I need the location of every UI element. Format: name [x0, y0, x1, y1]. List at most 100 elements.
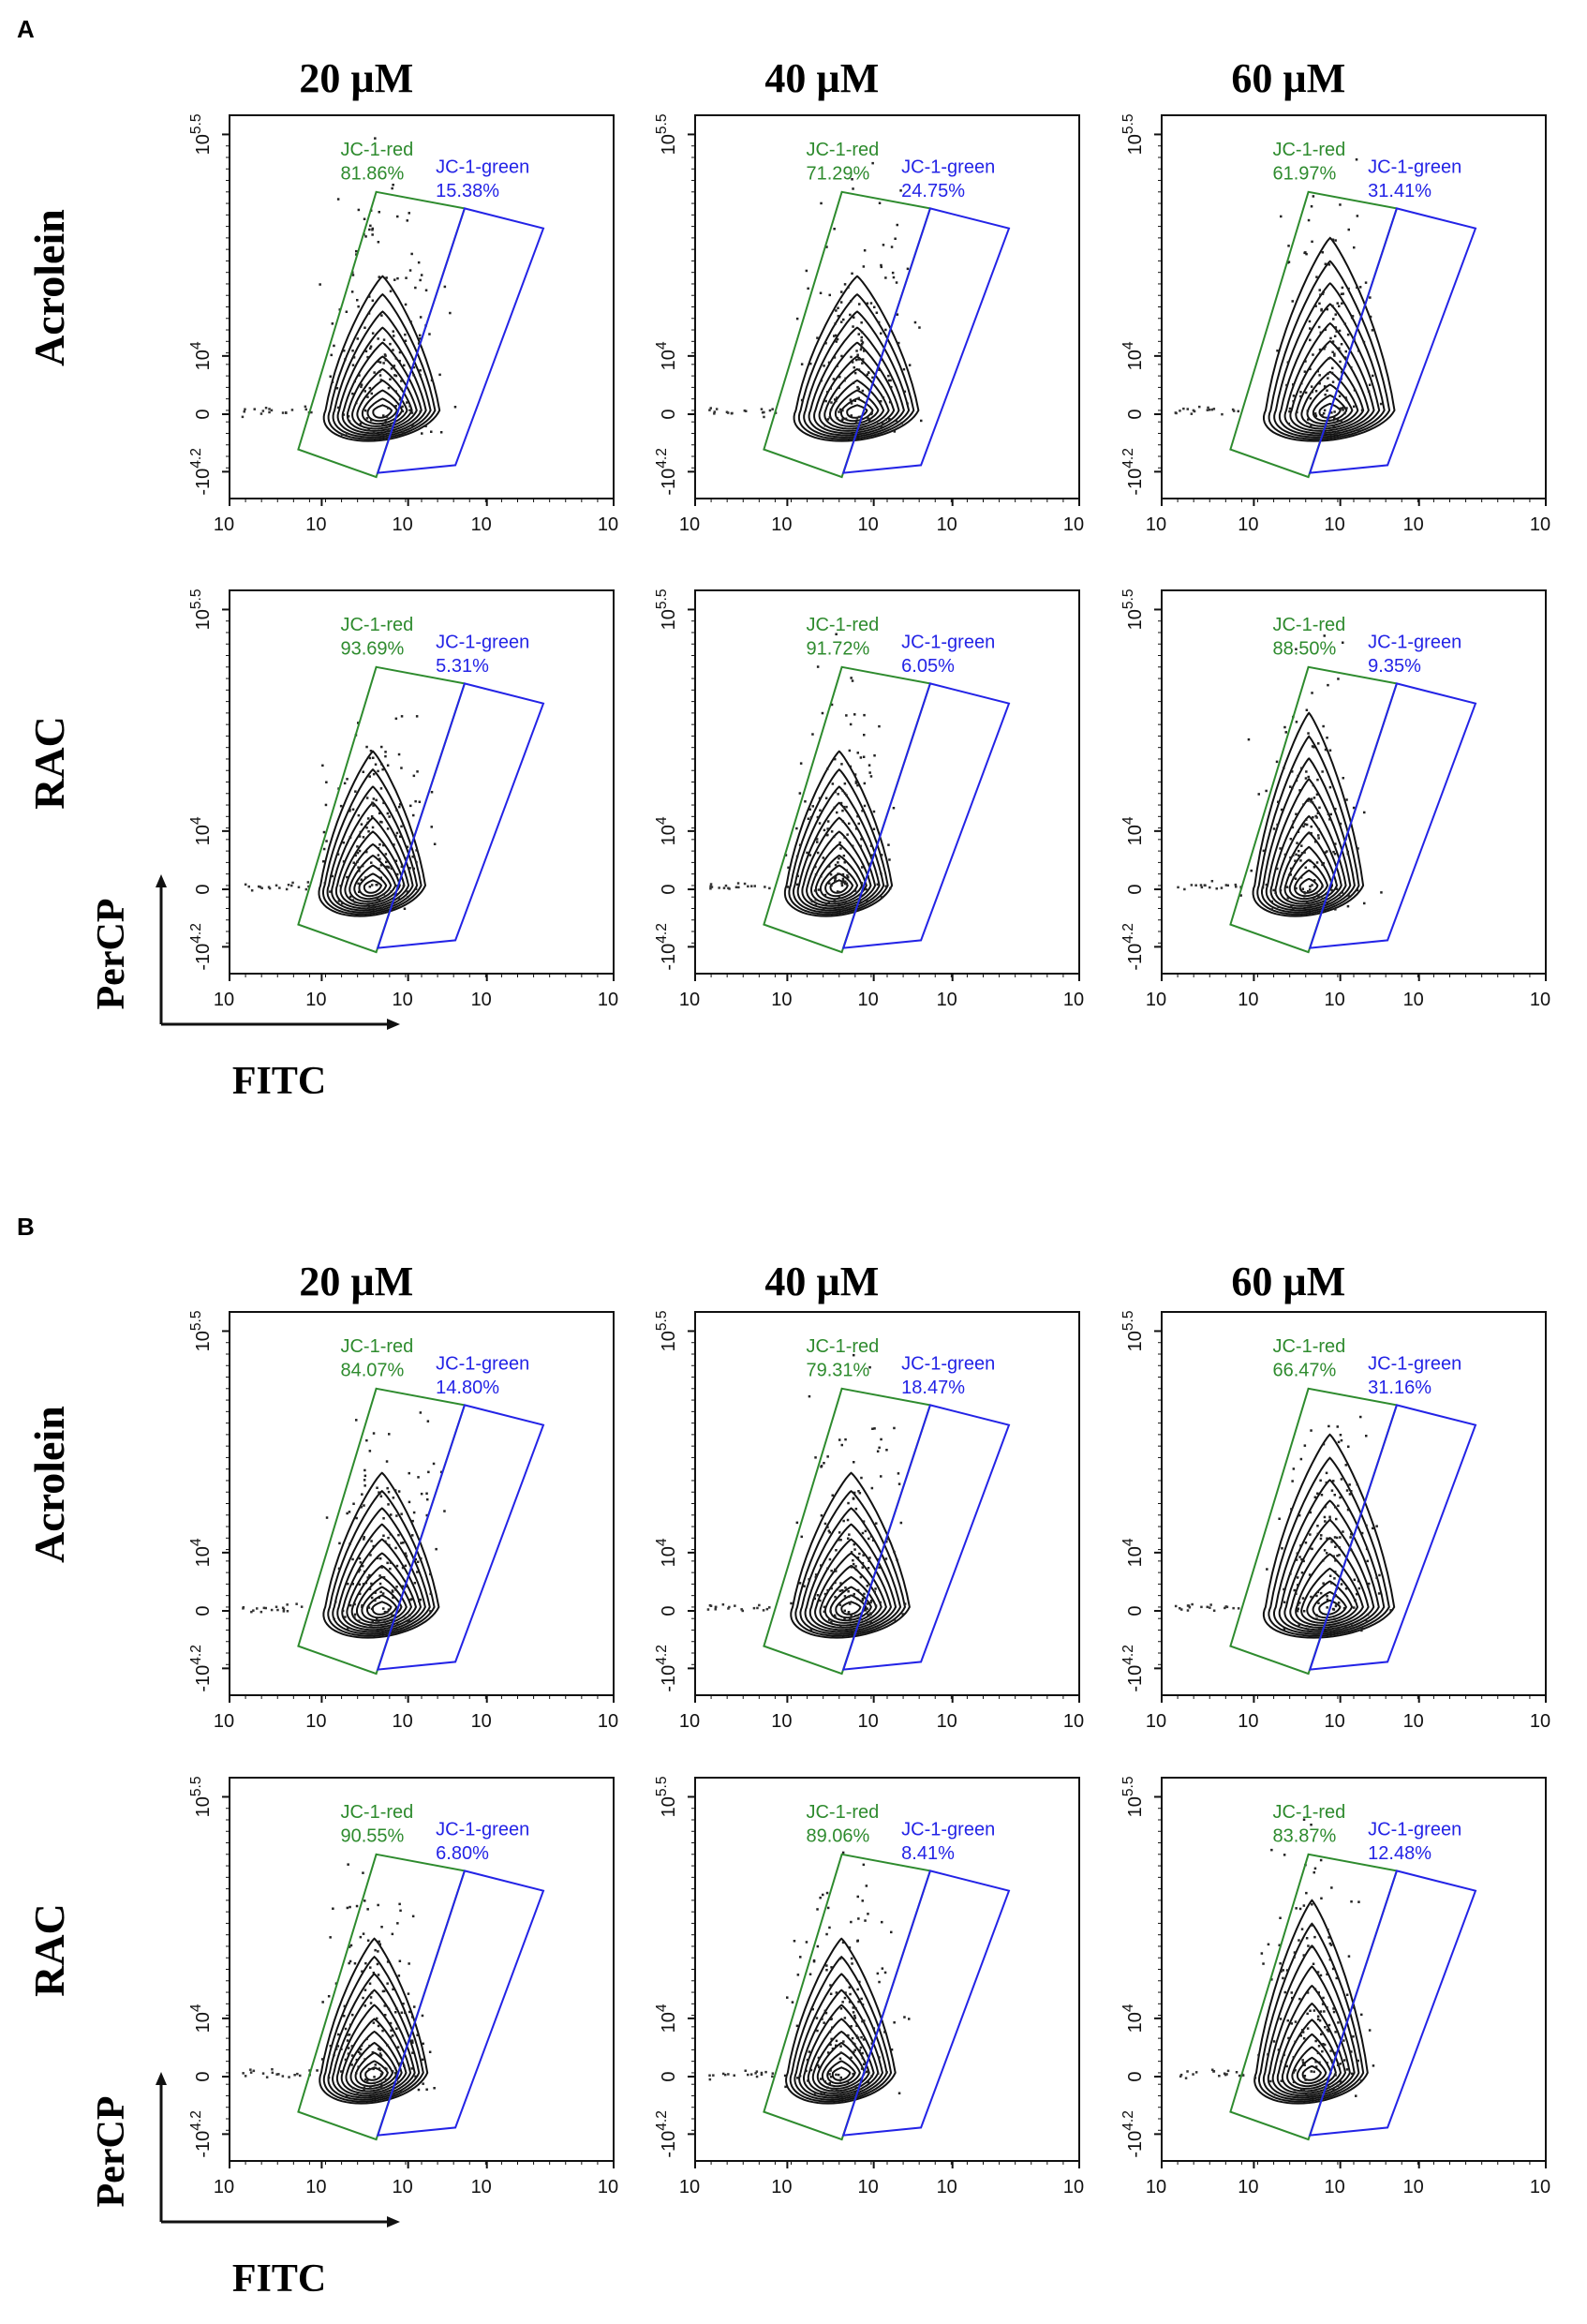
- event-dot: [388, 866, 391, 869]
- event-dot: [348, 420, 351, 423]
- event-dot: [1306, 2027, 1310, 2030]
- jc1-red-gate[interactable]: [1229, 1387, 1399, 1676]
- event-dot: [381, 423, 384, 425]
- jc1-green-gate[interactable]: [1308, 1870, 1477, 2137]
- event-dot: [393, 1489, 397, 1492]
- event-dot: [820, 1564, 823, 1567]
- event-dot: [1339, 1434, 1342, 1437]
- event-dot: [339, 885, 342, 887]
- event-dot: [1345, 1489, 1349, 1492]
- event-dot: [325, 1516, 329, 1519]
- event-dot: [856, 353, 859, 356]
- jc1-green-gate[interactable]: [1308, 207, 1477, 474]
- event-dot: [377, 1974, 380, 1976]
- y-tick-label-base: -10: [193, 2131, 214, 2158]
- jc1-red-gate[interactable]: [763, 665, 932, 954]
- event-dot: [1198, 405, 1201, 409]
- event-dot: [1319, 432, 1322, 436]
- jc1-red-gate[interactable]: [297, 1387, 467, 1676]
- event-dot: [1203, 884, 1207, 886]
- event-dot: [353, 1616, 356, 1618]
- event-dot: [337, 2033, 340, 2036]
- event-dot: [874, 1587, 877, 1590]
- jc1-green-gate[interactable]: [376, 682, 545, 949]
- event-dot: [347, 1627, 349, 1630]
- event-dot: [414, 286, 417, 290]
- event-dot: [1295, 1558, 1298, 1561]
- event-dot: [353, 380, 356, 383]
- event-dot: [827, 361, 831, 365]
- event-dot: [1306, 421, 1309, 425]
- event-dot: [872, 827, 876, 830]
- jc1-green-gate[interactable]: [376, 1870, 545, 2137]
- event-dot: [860, 331, 864, 334]
- event-dot: [1350, 1490, 1353, 1493]
- event-dot: [392, 330, 394, 333]
- event-dot: [1313, 898, 1315, 901]
- x-tick-label: 10: [771, 1711, 792, 1732]
- jc1-red-gate[interactable]: [1229, 190, 1399, 479]
- event-dot: [853, 2093, 857, 2095]
- jc1-red-gate[interactable]: [763, 1853, 932, 2141]
- event-dot: [276, 1608, 279, 1612]
- event-dot: [366, 1939, 370, 1942]
- event-dot: [1331, 350, 1334, 353]
- density-contour: [356, 1575, 408, 1624]
- jc1-red-gate[interactable]: [1229, 665, 1399, 954]
- y-tick-label-exponent: 5.5: [654, 588, 670, 609]
- jc1-green-gate[interactable]: [841, 1870, 1011, 2137]
- event-dot: [350, 290, 354, 293]
- event-dot: [1322, 1996, 1325, 2000]
- event-dot: [1363, 811, 1366, 814]
- event-dot: [1299, 2088, 1303, 2091]
- x-tick-label-base: 10: [471, 1711, 492, 1732]
- event-dot: [353, 1962, 357, 1965]
- jc1-green-gate[interactable]: [376, 207, 545, 474]
- event-dot: [825, 1969, 828, 1972]
- event-dot: [1285, 1969, 1289, 1972]
- event-dot: [848, 749, 852, 752]
- density-contour: [807, 2018, 875, 2094]
- event-dot: [1272, 2040, 1276, 2043]
- event-dot: [861, 1531, 865, 1535]
- jc1-green-gate[interactable]: [841, 682, 1011, 949]
- event-dot: [355, 1904, 359, 1908]
- jc1-red-gate[interactable]: [297, 1853, 467, 2141]
- event-dot: [764, 2070, 767, 2074]
- event-dot: [1270, 1848, 1273, 1852]
- event-dot: [368, 1982, 372, 1985]
- jc1-red-gate[interactable]: [297, 665, 467, 954]
- event-dot: [1174, 411, 1178, 414]
- event-dot: [1333, 352, 1336, 355]
- jc1-green-gate[interactable]: [1308, 1404, 1477, 1671]
- jc1-red-gate[interactable]: [763, 190, 932, 479]
- event-dot: [420, 274, 423, 276]
- event-dot: [838, 902, 840, 905]
- event-dot: [1328, 1518, 1331, 1521]
- jc1-green-gate[interactable]: [841, 1404, 1011, 1671]
- event-dot: [1300, 381, 1303, 385]
- event-dot: [880, 265, 882, 269]
- jc1-green-gate[interactable]: [1308, 682, 1477, 949]
- event-dot: [1320, 1534, 1323, 1537]
- jc1-red-gate[interactable]: [763, 1387, 932, 1676]
- event-dot: [727, 1607, 730, 1610]
- jc1-red-gate[interactable]: [1229, 1853, 1399, 2141]
- event-dot: [378, 361, 382, 364]
- jc1-red-gate[interactable]: [297, 190, 467, 479]
- event-dot: [343, 2004, 347, 2008]
- event-dot: [1307, 775, 1310, 779]
- jc1-green-gate[interactable]: [841, 207, 1011, 474]
- event-dot: [838, 857, 840, 860]
- event-dot: [394, 1628, 397, 1631]
- event-dot: [373, 2081, 376, 2085]
- event-dot: [1341, 286, 1344, 290]
- event-dot: [860, 339, 863, 342]
- event-dot: [823, 1592, 827, 1596]
- event-dot: [340, 2070, 343, 2073]
- event-dot: [741, 1609, 744, 1613]
- event-dot: [856, 2092, 860, 2095]
- event-dot: [1322, 290, 1325, 293]
- jc1-green-gate[interactable]: [376, 1404, 545, 1671]
